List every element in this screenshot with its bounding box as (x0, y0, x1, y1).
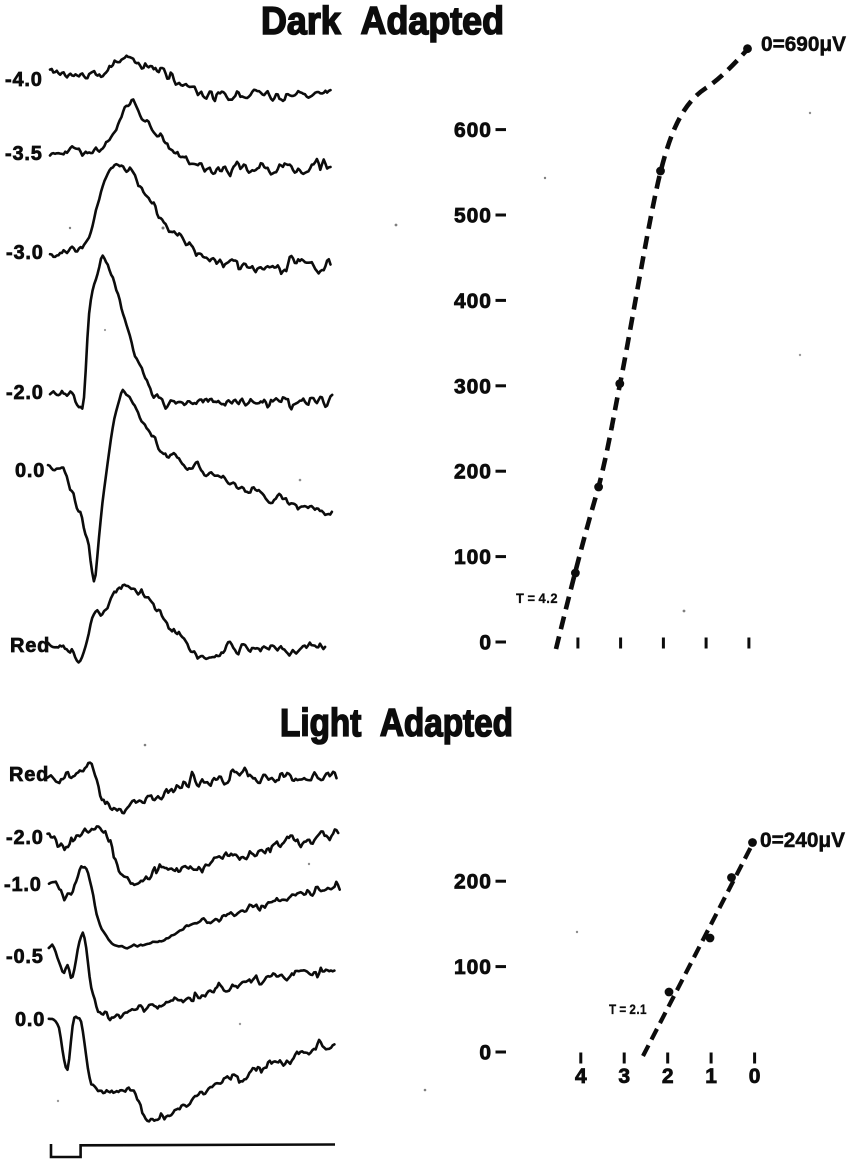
svg-text:500: 500 (454, 205, 492, 228)
svg-text:0.0: 0.0 (15, 460, 45, 482)
svg-text:0: 0 (479, 1042, 492, 1065)
svg-text:200: 200 (454, 871, 492, 894)
svg-text:600: 600 (454, 119, 492, 142)
svg-text:1: 1 (705, 1065, 717, 1088)
svg-text:T = 4.2: T = 4.2 (516, 591, 558, 606)
svg-text:2: 2 (662, 1065, 674, 1088)
svg-text:200: 200 (454, 461, 492, 484)
svg-text:Red: Red (9, 764, 49, 786)
svg-text:-2.0: -2.0 (6, 827, 44, 849)
svg-text:T = 2.1: T = 2.1 (609, 1002, 647, 1017)
svg-text:Light Adapted: Light Adapted (280, 702, 513, 745)
svg-text:Red: Red (10, 635, 50, 657)
svg-text:0.0: 0.0 (15, 1009, 45, 1031)
svg-text:4: 4 (575, 1065, 587, 1088)
svg-text:Dark Adapted: Dark Adapted (261, 0, 504, 43)
svg-text:-0.5: -0.5 (6, 946, 44, 968)
svg-text:-1.0: -1.0 (4, 874, 42, 896)
svg-text:-3.0: -3.0 (6, 242, 44, 264)
svg-text:100: 100 (454, 956, 492, 979)
svg-text:400: 400 (454, 290, 492, 313)
svg-text:3: 3 (618, 1065, 630, 1088)
svg-text:-3.5: -3.5 (5, 143, 43, 165)
svg-text:0=240μV: 0=240μV (760, 829, 845, 852)
svg-text:0: 0 (749, 1065, 761, 1088)
svg-text:0: 0 (479, 632, 492, 655)
svg-text:-4.0: -4.0 (5, 69, 43, 91)
svg-text:0=690μV: 0=690μV (761, 33, 846, 56)
svg-text:100: 100 (454, 546, 492, 569)
svg-text:-2.0: -2.0 (6, 382, 44, 404)
svg-text:300: 300 (454, 375, 492, 398)
